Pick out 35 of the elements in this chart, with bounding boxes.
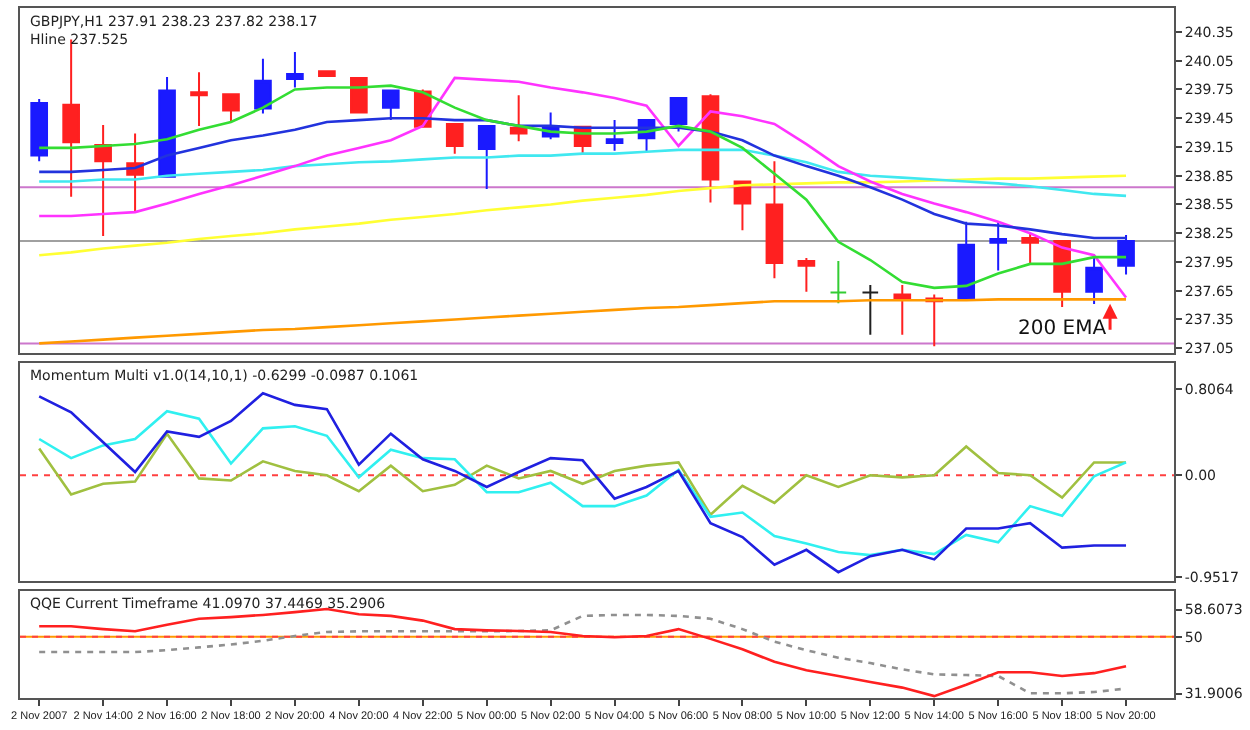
candlestick — [318, 70, 336, 78]
line-series — [37, 148, 1128, 198]
candlestick — [893, 283, 912, 336]
candlestick — [254, 57, 272, 115]
candlestick — [797, 257, 816, 293]
line-series — [37, 298, 1128, 345]
candlestick — [1053, 239, 1071, 308]
candlestick — [605, 119, 624, 152]
candlestick — [1021, 232, 1039, 265]
candlestick — [445, 122, 464, 155]
candlestick — [30, 98, 49, 163]
candlestick — [477, 124, 496, 191]
candlestick — [1117, 234, 1135, 276]
candlestick — [286, 51, 304, 89]
candlestick — [957, 220, 976, 301]
line-series — [37, 391, 1128, 574]
line-series — [37, 174, 1128, 257]
candlestick — [509, 94, 528, 143]
candlestick — [158, 76, 176, 178]
line-series — [37, 116, 1128, 240]
annotation: 200 EMA — [1018, 318, 1107, 340]
candlestick — [222, 93, 240, 124]
candlestick — [829, 260, 848, 305]
candlestick — [989, 220, 1008, 272]
line-series — [37, 432, 1128, 516]
candlestick — [733, 179, 752, 232]
candlestick — [669, 97, 688, 133]
candlestick — [350, 76, 368, 115]
candlestick — [765, 160, 784, 280]
candlestick — [381, 89, 400, 122]
candlestick — [94, 123, 112, 238]
candlestick — [190, 71, 208, 127]
candlestick — [1085, 257, 1103, 306]
line-series — [37, 409, 1128, 557]
candlestick — [861, 283, 880, 336]
